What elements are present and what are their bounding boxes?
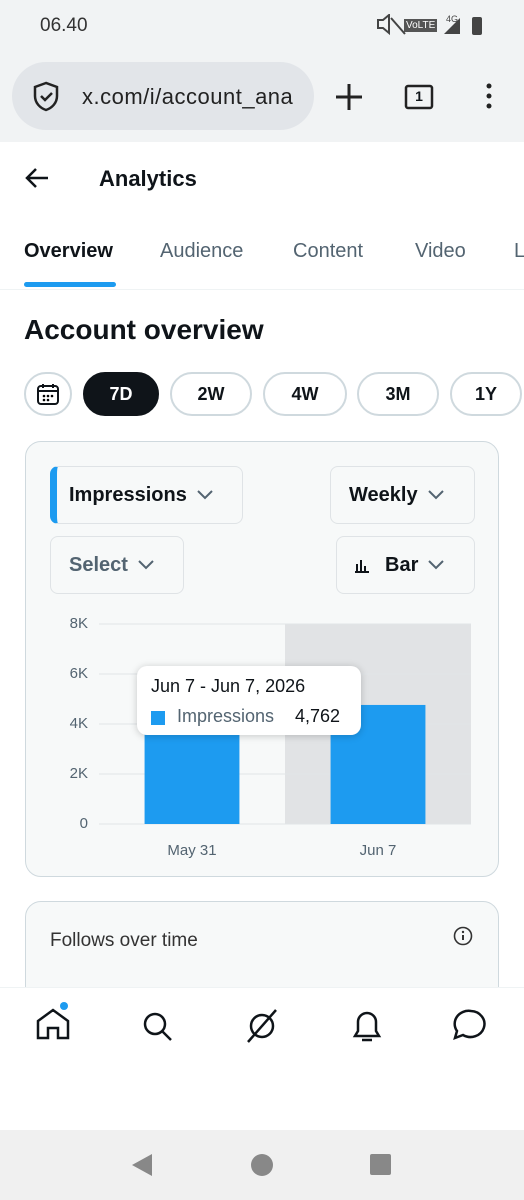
bottom-nav — [0, 987, 524, 1131]
chart-kind-dropdown[interactable]: Bar — [336, 536, 475, 594]
dropdown-label: Bar — [385, 553, 419, 576]
calendar[interactable] — [24, 372, 72, 416]
dropdown-label: Impressions — [69, 483, 187, 506]
section-title: Account overview — [24, 314, 264, 345]
network: 4G — [446, 14, 459, 24]
browser-actions[interactable] — [334, 82, 494, 112]
tab-indicator — [24, 282, 116, 287]
tab[interactable]: Overview — [24, 240, 113, 262]
tab[interactable]: L — [514, 240, 524, 262]
tooltip-series: Impressions — [177, 706, 275, 726]
tooltip-swatch — [151, 711, 165, 725]
tab[interactable]: Video — [415, 240, 466, 262]
chart: 0 2K 4K 6K 8K May 31 Jun 7 — [70, 615, 471, 859]
url-bar[interactable] — [12, 62, 314, 130]
period-dropdown[interactable]: Weekly — [330, 466, 475, 524]
status-icons — [377, 14, 482, 36]
back[interactable] — [24, 166, 50, 190]
y-tick-label: 4K — [70, 715, 88, 732]
x-tick-label: May 31 — [167, 842, 216, 859]
y-tick-label: 6K — [70, 665, 88, 682]
range-button[interactable]: 7D — [83, 372, 159, 416]
dropdown-label: Weekly — [349, 483, 418, 506]
divider — [0, 289, 524, 290]
tab[interactable]: Audience — [160, 240, 244, 262]
y-tick-label: 8K — [70, 615, 88, 632]
range-button[interactable]: 1Y — [450, 372, 522, 416]
x-tick-label: Jun 7 — [360, 842, 397, 859]
tab-count: 1 — [415, 88, 423, 104]
card-title: Follows over time — [50, 930, 198, 951]
url[interactable]: x.com/i/account_ana — [82, 84, 294, 109]
status-time: 06.40 — [40, 15, 88, 36]
tooltip: Jun 7 - Jun 7, 2026 Impressions 4,762 — [137, 666, 361, 735]
compare-dropdown[interactable]: Select — [50, 536, 184, 594]
secure-icon — [33, 81, 59, 112]
page-title: Analytics — [99, 166, 197, 191]
range-button[interactable]: 2W — [170, 372, 252, 416]
system-buttons[interactable] — [120, 1150, 400, 1180]
volte: VoLTE — [404, 19, 438, 32]
info-icon[interactable] — [453, 926, 473, 946]
range-button[interactable]: 4W — [263, 372, 347, 416]
y-tick-label: 0 — [80, 815, 88, 832]
range-button[interactable]: 3M — [357, 372, 439, 416]
tab[interactable]: Content — [293, 240, 364, 262]
nav-icons[interactable] — [0, 1000, 524, 1050]
dropdown-label: Select — [69, 553, 128, 576]
y-tick-label: 2K — [70, 765, 88, 782]
tooltip-value: 4,762 — [295, 706, 341, 726]
metric-dropdown[interactable]: Impressions — [50, 466, 243, 524]
tooltip-title: Jun 7 - Jun 7, 2026 — [151, 676, 306, 696]
